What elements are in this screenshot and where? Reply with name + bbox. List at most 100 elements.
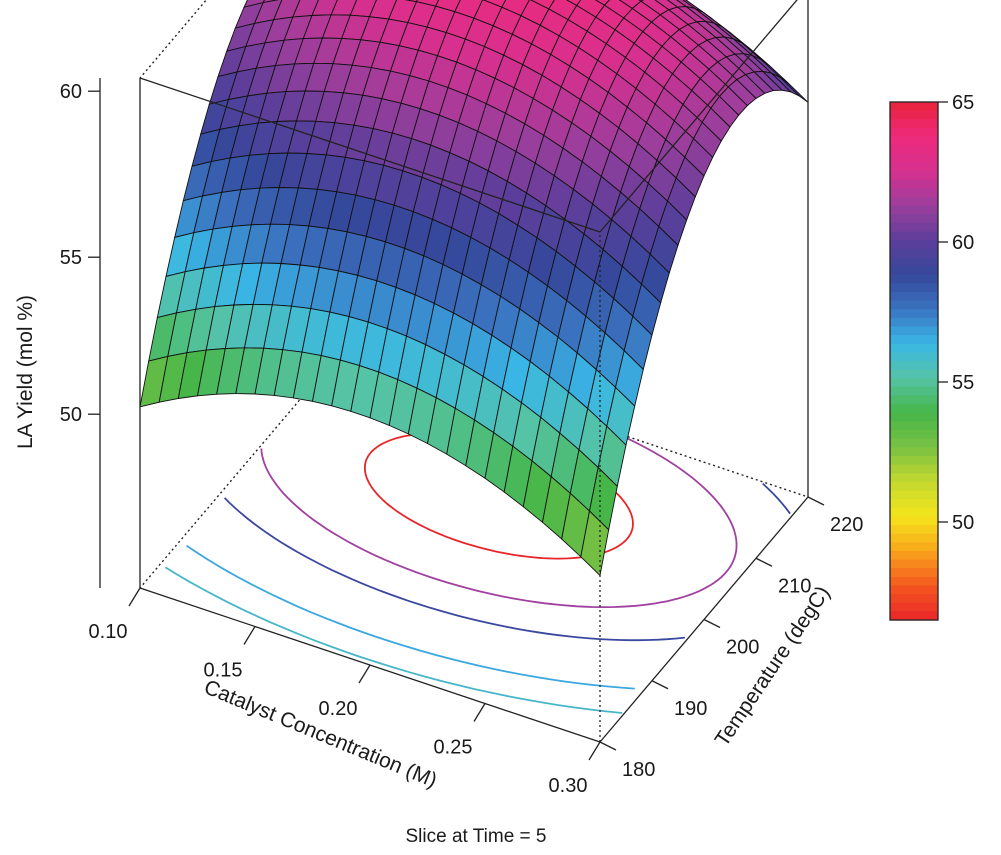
- colorbar-swatch: [890, 352, 938, 362]
- colorbar-swatch: [890, 507, 938, 517]
- x-tick-label: 0.20: [319, 698, 358, 720]
- colorbar: 65 60 55 50: [889, 92, 974, 621]
- colorbar-swatch: [890, 127, 938, 138]
- colorbar-swatch: [890, 378, 938, 388]
- axes: 50 55 60 0.10 0.15 0.20 0.25 0.30 180 190 200 210 22…: [60, 78, 863, 797]
- colorbar-swatch: [890, 481, 938, 492]
- response-surface: [139, 0, 809, 577]
- colorbar-frame: [889, 101, 939, 621]
- box-back-edge: [139, 342, 349, 589]
- colorbar-swatch: [890, 576, 938, 587]
- colorbar-swatch: [890, 257, 938, 267]
- colorbar-swatch: [890, 404, 938, 414]
- colorbar-swatch: [890, 179, 938, 189]
- colorbar-swatch: [890, 594, 938, 604]
- y-tick-label: 190: [674, 698, 707, 720]
- colorbar-swatch: [890, 516, 938, 526]
- colorbar-swatch: [890, 533, 938, 543]
- contour-line: [164, 566, 623, 714]
- y-tick: [807, 496, 825, 506]
- colorbar-swatch: [890, 171, 938, 181]
- x-tick: [588, 741, 601, 761]
- x-tick-label: 0.30: [549, 775, 588, 797]
- colorbar-swatch: [890, 240, 938, 250]
- colorbar-swatch: [890, 447, 938, 457]
- colorbar-swatch: [890, 568, 938, 578]
- x-tick-label: 0.10: [89, 621, 128, 643]
- colorbar-swatch: [890, 455, 938, 466]
- x-tick: [358, 664, 371, 684]
- x-tick-label: 0.15: [204, 660, 243, 682]
- colorbar-swatch: [890, 205, 938, 215]
- contour-line: [185, 544, 635, 690]
- colorbar-tick-label: 50: [952, 512, 974, 534]
- z-tick-label: 60: [60, 81, 82, 103]
- colorbar-tick-label: 55: [952, 372, 974, 394]
- colorbar-swatch: [890, 525, 938, 535]
- colorbar-swatch: [890, 196, 938, 207]
- colorbar-swatch: [890, 343, 938, 353]
- colorbar-swatch: [890, 335, 938, 345]
- colorbar-swatch: [890, 266, 938, 276]
- colorbar-swatch: [890, 326, 938, 336]
- colorbar-swatch: [890, 119, 938, 129]
- colorbar-swatch: [890, 490, 938, 500]
- y-tick: [599, 741, 617, 751]
- y-tick-label: 200: [726, 637, 759, 659]
- z-tick-label: 55: [60, 247, 82, 269]
- colorbar-swatch: [890, 309, 938, 319]
- colorbar-swatch: [890, 188, 938, 198]
- y-tick: [755, 557, 773, 567]
- x-tick: [128, 587, 141, 607]
- colorbar-swatch: [890, 369, 938, 379]
- colorbar-swatch: [890, 602, 938, 612]
- z-axis-label: LA Yield (mol %): [14, 295, 37, 449]
- x-tick: [473, 703, 486, 722]
- y-tick: [651, 680, 669, 690]
- colorbar-swatch: [890, 110, 938, 120]
- colorbar-swatch: [890, 499, 938, 509]
- colorbar-tick-label: 65: [952, 92, 974, 114]
- colorbar-swatch: [890, 222, 938, 233]
- colorbar-swatch: [890, 153, 938, 164]
- colorbar-swatch: [890, 412, 938, 423]
- z-tick-label: 50: [60, 404, 82, 426]
- slice-caption: Slice at Time = 5: [406, 826, 547, 847]
- colorbar-swatch: [890, 430, 938, 440]
- colorbar-tick-label: 60: [952, 232, 974, 254]
- colorbar-swatch: [890, 317, 938, 328]
- colorbar-swatch: [890, 274, 938, 284]
- y-tick-label: 220: [830, 514, 863, 536]
- y-tick-label: 210: [778, 575, 811, 597]
- colorbar-swatch: [890, 585, 938, 595]
- surface-facet: [580, 510, 610, 577]
- colorbar-swatch: [890, 136, 938, 146]
- x-axis-label: Catalyst Concentration (M): [201, 676, 441, 793]
- colorbar-swatch: [890, 102, 938, 112]
- colorbar-swatch: [890, 438, 938, 448]
- colorbar-swatch: [890, 145, 938, 155]
- box-front-edge: [139, 77, 601, 233]
- y-tick: [703, 618, 721, 629]
- colorbar-swatch: [890, 550, 938, 561]
- colorbar-swatch: [890, 162, 938, 172]
- box-front-edge: [599, 0, 798, 233]
- colorbar-swatch: [890, 542, 938, 552]
- colorbar-swatch: [890, 611, 938, 621]
- colorbar-swatch: [890, 473, 938, 483]
- x-tick: [243, 626, 256, 645]
- colorbar-swatch: [890, 559, 938, 569]
- colorbar-swatch: [890, 300, 938, 310]
- y-tick-label: 180: [622, 759, 655, 781]
- colorbar-swatch: [890, 231, 938, 241]
- colorbar-swatch: [890, 361, 938, 371]
- colorbar-swatch: [890, 283, 938, 293]
- y-axis-label: Temperature (degC): [711, 582, 835, 751]
- colorbar-swatch: [890, 214, 938, 224]
- colorbar-swatch: [890, 395, 938, 405]
- colorbar-swatch: [890, 291, 938, 302]
- colorbar-swatch: [890, 248, 938, 258]
- colorbar-swatch: [890, 421, 938, 431]
- colorbar-swatch: [890, 386, 938, 397]
